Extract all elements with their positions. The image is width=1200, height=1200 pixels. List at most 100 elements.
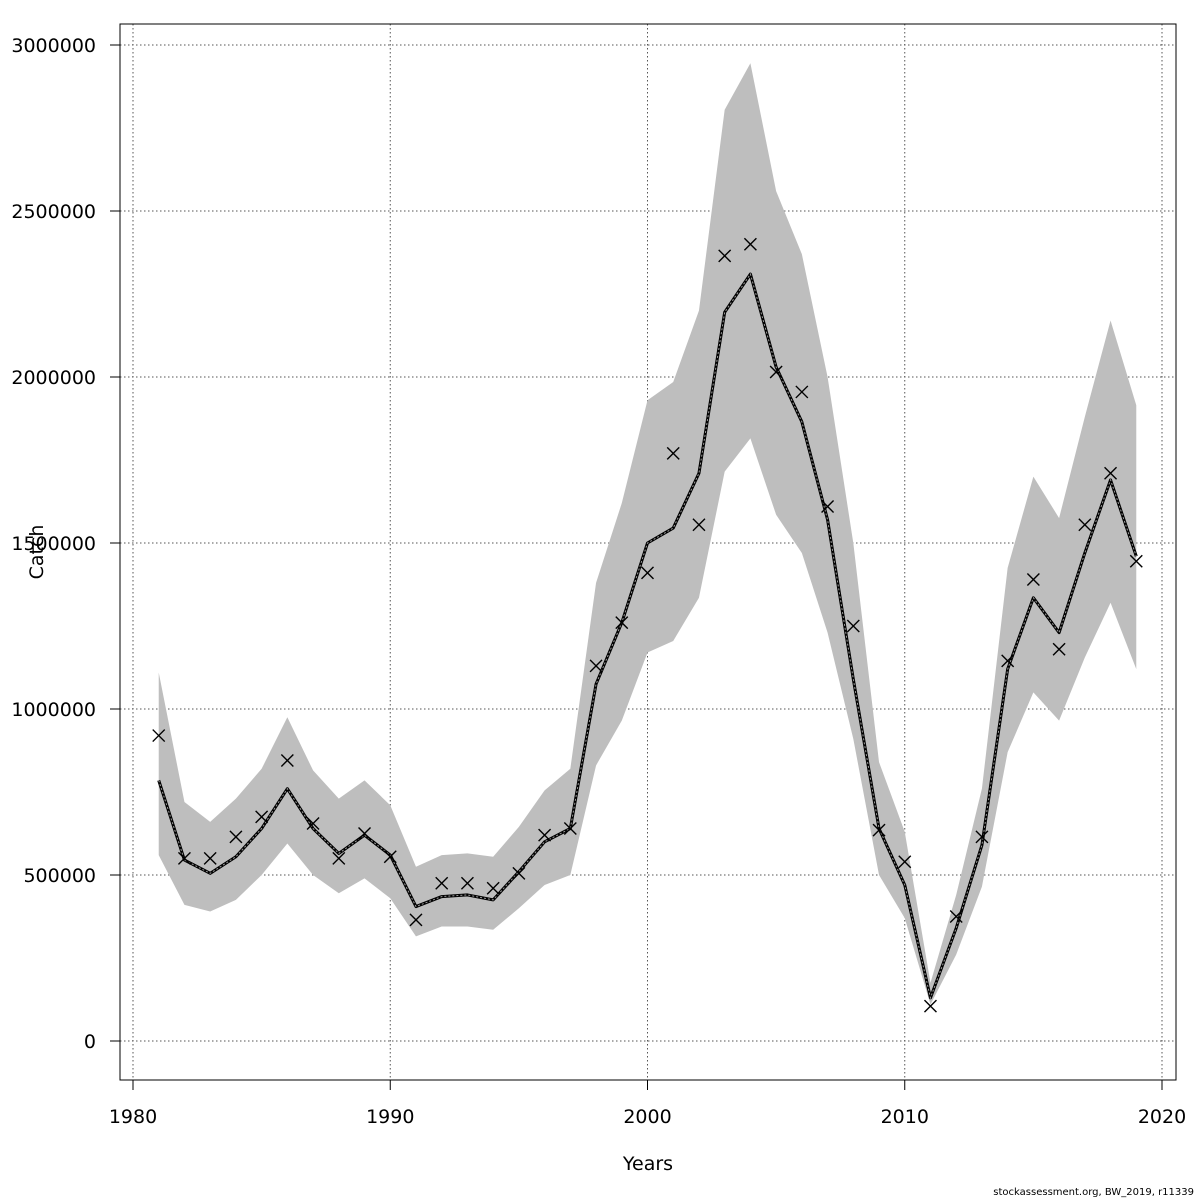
y-tick-label: 0 <box>84 1031 96 1053</box>
observed-points-layer <box>152 237 1143 1013</box>
observed-point <box>460 876 474 890</box>
observed-point-stroke <box>615 616 629 630</box>
x-axis: 1980 1990 2000 2010 2020 <box>109 1080 1186 1128</box>
observed-point-stroke <box>1104 466 1118 480</box>
confidence-band-layer <box>158 63 1137 1005</box>
observed-point <box>923 999 937 1013</box>
observed-point <box>846 619 860 633</box>
observed-point <box>872 823 886 837</box>
observed-point <box>538 828 552 842</box>
observed-point <box>1078 518 1092 532</box>
observed-point <box>589 659 603 673</box>
observed-point-stroke <box>589 659 603 673</box>
x-tick-label: 2000 <box>623 1106 671 1128</box>
observed-point-stroke <box>743 237 757 251</box>
observed-point <box>229 830 243 844</box>
y-axis: 0 500000 1000000 1500000 2000000 2500000 30000… <box>11 35 120 1053</box>
observed-point <box>280 753 294 767</box>
observed-point-stroke <box>177 851 191 865</box>
observed-point <box>383 850 397 864</box>
observed-point <box>306 817 320 831</box>
observed-point-stroke <box>409 913 423 927</box>
x-tick-label: 1980 <box>109 1106 157 1128</box>
x-tick-label: 1990 <box>366 1106 414 1128</box>
x-axis-title: Years <box>622 1153 673 1175</box>
observed-point-stroke <box>1026 573 1040 587</box>
observed-point <box>358 827 372 840</box>
observed-point <box>615 616 629 630</box>
observed-point <box>512 866 526 880</box>
estimate-line-layer <box>157 272 1138 1000</box>
observed-point <box>177 851 191 865</box>
y-tick-label: 500000 <box>23 865 96 887</box>
observed-point-stroke <box>923 999 937 1013</box>
y-tick-label: 3000000 <box>11 35 96 57</box>
observed-point <box>1001 654 1015 668</box>
observed-point-stroke <box>486 881 500 895</box>
observed-point-stroke <box>512 866 526 880</box>
observed-point <box>641 566 654 580</box>
observed-point-stroke <box>666 446 680 460</box>
observed-point-stroke <box>332 851 346 865</box>
observed-point <box>743 237 757 251</box>
y-axis-title: Catch <box>26 525 48 580</box>
observed-point-stroke <box>280 753 294 767</box>
observed-point-stroke <box>641 566 654 580</box>
observed-point-stroke <box>255 810 269 824</box>
observed-point <box>692 518 706 532</box>
observed-point-stroke <box>1078 518 1092 532</box>
observed-point-stroke <box>203 851 217 865</box>
observed-point-stroke <box>718 249 732 263</box>
observed-point <box>152 729 166 743</box>
observed-point-stroke <box>846 619 860 633</box>
observed-point-stroke <box>152 729 166 743</box>
observed-point-stroke <box>1001 654 1015 668</box>
observed-point-stroke <box>435 876 449 890</box>
observed-point <box>795 385 809 399</box>
observed-point <box>255 810 269 824</box>
observed-point <box>563 822 577 836</box>
y-tick-label: 2500000 <box>11 201 96 223</box>
observed-point-stroke <box>358 827 372 840</box>
observed-point <box>203 851 217 865</box>
observed-point <box>1026 573 1040 587</box>
y-tick-label: 2000000 <box>11 367 96 389</box>
observed-point <box>1104 466 1118 480</box>
observed-point <box>898 855 912 869</box>
observed-point <box>1129 554 1143 568</box>
observed-point-stroke <box>692 518 706 532</box>
observed-point-stroke <box>821 499 835 513</box>
observed-point-stroke <box>306 817 320 831</box>
observed-point <box>435 876 449 890</box>
observed-point <box>821 499 835 513</box>
y-tick-label: 1000000 <box>11 699 96 721</box>
observed-point-stroke <box>872 823 886 837</box>
observed-point <box>975 830 989 844</box>
observed-point-stroke <box>229 830 243 844</box>
x-tick-label: 2020 <box>1138 1106 1186 1128</box>
observed-point-stroke <box>975 830 989 844</box>
observed-point-stroke <box>383 850 397 864</box>
observed-point-stroke <box>795 385 809 399</box>
y-tick-label: 1500000 <box>11 533 96 555</box>
observed-point-stroke <box>563 822 577 836</box>
observed-point-stroke <box>460 876 474 890</box>
credit-text: stockassessment.org, BW_2019, r11339 <box>993 1187 1194 1198</box>
observed-point <box>332 851 346 865</box>
observed-point-stroke <box>898 855 912 869</box>
observed-point <box>1052 642 1066 656</box>
observed-point-stroke <box>769 365 783 379</box>
observed-point-stroke <box>949 910 963 923</box>
observed-point <box>486 881 500 895</box>
observed-point <box>949 910 963 923</box>
observed-point <box>769 365 783 379</box>
observed-point <box>718 249 732 263</box>
observed-point <box>666 446 680 460</box>
x-tick-label: 2010 <box>881 1106 929 1128</box>
observed-point-stroke <box>1052 642 1066 656</box>
observed-point-stroke <box>538 828 552 842</box>
observed-point <box>409 913 423 927</box>
observed-point-stroke <box>1129 554 1143 568</box>
estimate-line-dots <box>158 272 1137 1000</box>
